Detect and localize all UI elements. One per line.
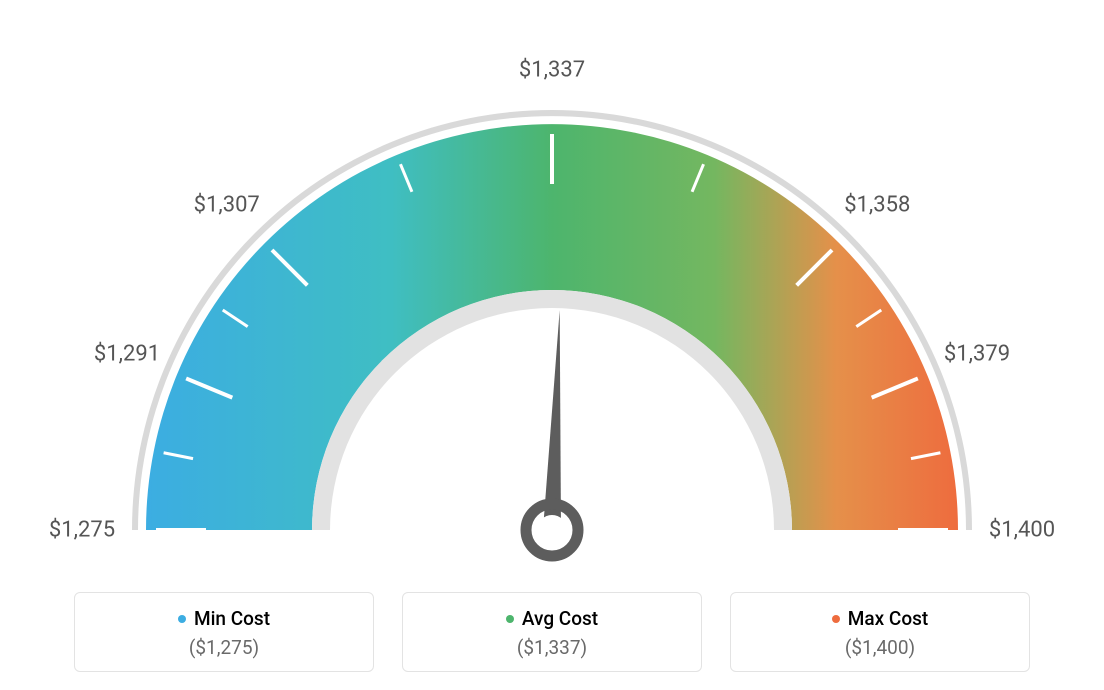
avg-dot-icon xyxy=(506,615,514,623)
min-dot-icon xyxy=(178,615,186,623)
min-cost-card: Min Cost ($1,275) xyxy=(74,592,374,672)
gauge-tick-label: $1,291 xyxy=(94,341,160,366)
avg-cost-title: Avg Cost xyxy=(506,607,598,630)
gauge-tick-label: $1,307 xyxy=(194,192,260,217)
min-cost-title: Min Cost xyxy=(178,607,270,630)
max-cost-card: Max Cost ($1,400) xyxy=(730,592,1030,672)
cost-gauge: $1,275 $1,291 $1,307 $1,337 $1,358 $1,379 $1,4… xyxy=(0,0,1104,570)
max-cost-title: Max Cost xyxy=(832,607,928,630)
gauge-svg xyxy=(0,0,1104,570)
max-dot-icon xyxy=(832,615,840,623)
max-cost-label: Max Cost xyxy=(848,607,928,630)
gauge-tick-label: $1,275 xyxy=(49,518,115,543)
legend-row: Min Cost ($1,275) Avg Cost ($1,337) Max … xyxy=(0,592,1104,672)
avg-cost-value: ($1,337) xyxy=(403,636,701,659)
gauge-tick-label: $1,400 xyxy=(989,518,1055,543)
gauge-tick-label: $1,379 xyxy=(944,341,1010,366)
min-cost-label: Min Cost xyxy=(194,607,270,630)
gauge-tick-label: $1,337 xyxy=(519,58,585,83)
min-cost-value: ($1,275) xyxy=(75,636,373,659)
avg-cost-card: Avg Cost ($1,337) xyxy=(402,592,702,672)
avg-cost-label: Avg Cost xyxy=(522,607,598,630)
max-cost-value: ($1,400) xyxy=(731,636,1029,659)
gauge-tick-label: $1,358 xyxy=(844,192,910,217)
